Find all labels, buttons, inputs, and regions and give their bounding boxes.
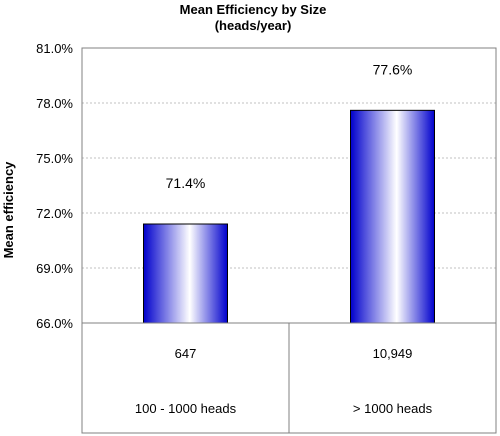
y-tick-label: 81.0% xyxy=(36,41,73,56)
chart-title: Mean Efficiency by Size xyxy=(180,2,327,17)
data-label: 77.6% xyxy=(373,61,413,77)
plot-area-border xyxy=(81,47,497,324)
bar xyxy=(350,109,435,324)
y-tick-label: 69.0% xyxy=(36,261,73,276)
category-label: > 1000 heads xyxy=(353,401,433,416)
y-tick-label: 66.0% xyxy=(36,316,73,331)
category-label: 100 - 1000 heads xyxy=(135,401,237,416)
data-labels: 71.4% 77.6% xyxy=(166,61,413,191)
y-tick-label: 75.0% xyxy=(36,151,73,166)
data-table: 647 100 - 1000 heads 10,949 > 1000 heads xyxy=(81,322,497,434)
bars xyxy=(143,109,435,324)
data-label: 71.4% xyxy=(166,175,206,191)
table-count: 10,949 xyxy=(373,346,413,361)
y-tick-label: 72.0% xyxy=(36,206,73,221)
y-axis-label: Mean efficiency xyxy=(1,161,16,259)
table-count: 647 xyxy=(175,346,197,361)
chart-subtitle: (heads/year) xyxy=(215,18,292,33)
y-tick-labels: 81.0% 78.0% 75.0% 72.0% 69.0% 66.0% xyxy=(36,41,73,331)
y-tick-label: 78.0% xyxy=(36,96,73,111)
bar xyxy=(143,223,228,324)
